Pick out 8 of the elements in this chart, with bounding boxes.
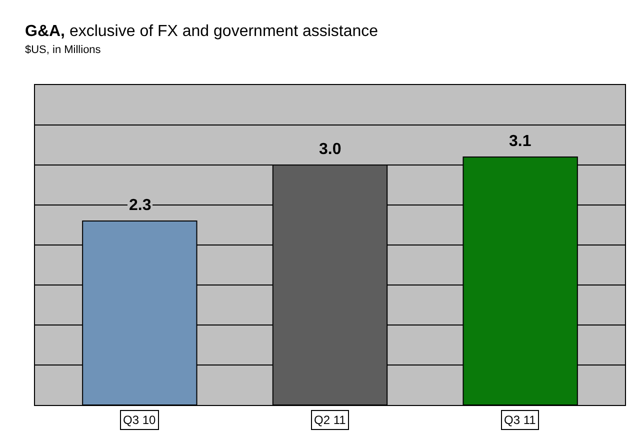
x-tick-label: Q2 11 xyxy=(314,413,346,427)
x-tick-label: Q3 11 xyxy=(504,413,536,427)
chart-subtitle: $US, in Millions xyxy=(25,44,102,56)
data-label: 2.3 xyxy=(129,197,152,214)
x-tick-label: Q3 10 xyxy=(123,413,156,427)
data-label: 3.0 xyxy=(319,141,342,158)
data-label: 3.1 xyxy=(509,133,532,150)
chart-title: G&A, exclusive of FX and government assistance xyxy=(25,23,378,40)
